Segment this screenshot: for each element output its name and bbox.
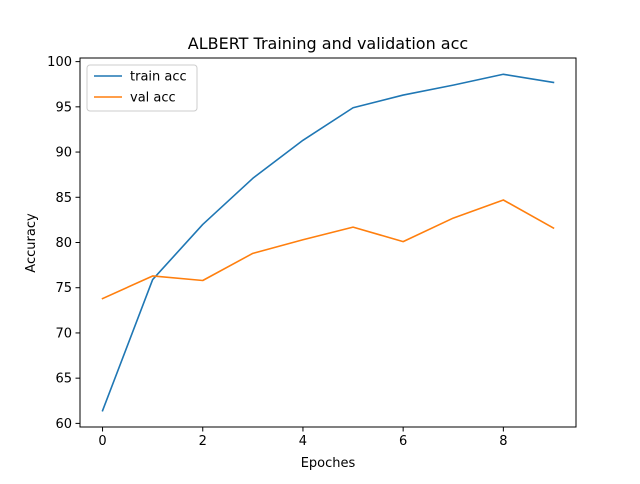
data-point-val-acc xyxy=(452,217,455,220)
data-point-val-acc xyxy=(101,297,104,300)
x-axis: 0 2 4 6 8 xyxy=(98,427,507,449)
legend-val-label: val acc xyxy=(130,91,176,106)
data-point-val-acc xyxy=(552,227,555,230)
plot-area xyxy=(79,57,577,428)
data-point-val-acc xyxy=(402,240,405,243)
data-point-train-acc xyxy=(402,94,405,97)
y-axis: 60 65 70 75 80 85 90 95 100 xyxy=(47,55,80,432)
legend: train acc val acc xyxy=(86,64,198,112)
data-point-train-acc xyxy=(502,73,505,76)
x-tick-label: 8 xyxy=(499,434,507,449)
x-tick-label: 4 xyxy=(299,434,307,449)
y-tick-label: 85 xyxy=(55,191,72,206)
chart-title: ALBERT Training and validation acc xyxy=(188,34,468,53)
data-point-val-acc xyxy=(352,226,355,229)
data-point-train-acc xyxy=(352,106,355,109)
plot-frame xyxy=(79,57,577,428)
data-point-val-acc xyxy=(201,279,204,282)
series-line-train-acc xyxy=(101,73,555,412)
x-axis-label: Epoches xyxy=(301,456,356,471)
y-tick-label: 65 xyxy=(55,372,72,387)
data-point-val-acc xyxy=(151,274,154,277)
y-axis-label: Accuracy xyxy=(24,213,39,273)
series-line-val-acc xyxy=(101,199,555,300)
y-tick-label: 60 xyxy=(55,417,72,432)
data-point-val-acc xyxy=(502,198,505,201)
data-point-val-acc xyxy=(251,252,254,255)
data-point-train-acc xyxy=(101,409,104,412)
y-tick-label: 95 xyxy=(55,100,72,115)
data-point-train-acc xyxy=(151,278,154,281)
data-point-val-acc xyxy=(301,238,304,241)
data-point-train-acc xyxy=(251,177,254,180)
y-tick-label: 75 xyxy=(55,281,72,296)
data-point-train-acc xyxy=(201,223,204,226)
x-tick-label: 2 xyxy=(199,434,207,449)
x-tick-label: 0 xyxy=(98,434,106,449)
y-tick-label: 100 xyxy=(47,55,72,70)
data-point-train-acc xyxy=(552,81,555,84)
legend-train-label: train acc xyxy=(130,70,187,85)
y-tick-label: 80 xyxy=(55,236,72,251)
y-tick-label: 70 xyxy=(55,326,72,341)
data-point-train-acc xyxy=(301,139,304,142)
x-tick-label: 6 xyxy=(399,434,407,449)
data-point-train-acc xyxy=(452,84,455,87)
y-tick-label: 90 xyxy=(55,146,72,161)
series-lines xyxy=(101,73,555,412)
